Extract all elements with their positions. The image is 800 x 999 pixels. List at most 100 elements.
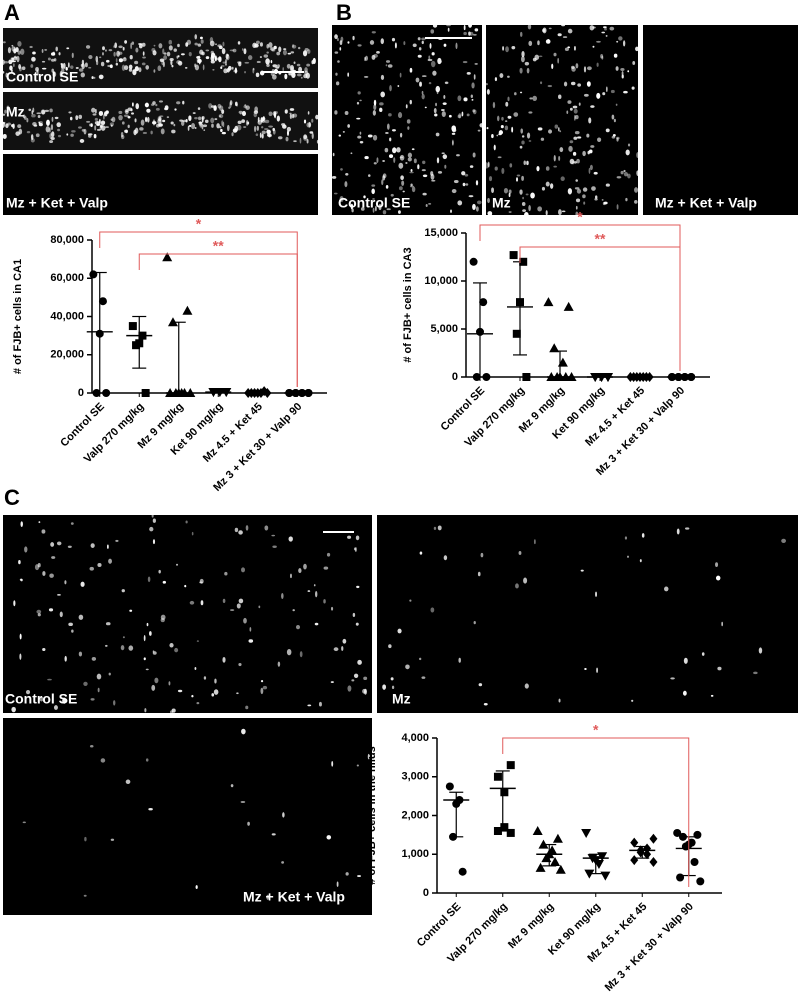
cell [284, 109, 288, 114]
cell [53, 705, 58, 710]
cell [421, 676, 426, 679]
cell [473, 74, 476, 80]
cell [152, 121, 157, 125]
cell [345, 172, 349, 176]
cell [238, 598, 244, 604]
cell [49, 108, 53, 113]
cell [288, 536, 293, 542]
cell [469, 165, 474, 168]
cell [421, 93, 425, 100]
data-point [550, 857, 561, 866]
cell [34, 564, 40, 571]
y-axis-label: # of FJB+ cells in the hilus [366, 746, 378, 884]
cell [219, 126, 222, 129]
cell [302, 50, 308, 57]
panel-label: A [4, 0, 20, 25]
data-point [600, 871, 611, 881]
cell [332, 152, 335, 157]
data-point [557, 357, 568, 367]
cell [499, 73, 504, 79]
cell [258, 605, 261, 609]
cell [331, 606, 334, 611]
data-point [479, 298, 488, 307]
cell [379, 107, 383, 113]
cell [143, 657, 146, 661]
cell [387, 64, 393, 68]
cell [347, 72, 350, 77]
cell [189, 600, 195, 605]
cell [568, 145, 573, 152]
cell [561, 24, 566, 27]
cell [169, 643, 174, 648]
cell [146, 108, 151, 113]
cell [427, 58, 433, 62]
cell [634, 200, 638, 204]
cell [142, 56, 146, 59]
cell [670, 677, 675, 680]
cell [222, 656, 226, 663]
image-caption: Mz + Ket + Valp [6, 195, 108, 211]
cell [231, 66, 234, 70]
cell [71, 629, 74, 633]
cell [218, 45, 223, 50]
cell [48, 608, 54, 612]
cell [378, 203, 382, 211]
cell [171, 64, 174, 68]
cell [176, 563, 179, 566]
cell [244, 104, 247, 107]
cell [397, 84, 400, 88]
cell [616, 137, 619, 142]
cell [360, 207, 365, 211]
cell [390, 193, 394, 197]
cell [238, 61, 242, 67]
cell [503, 187, 509, 194]
cell [399, 156, 404, 159]
cell [153, 44, 156, 47]
data-point [469, 257, 478, 266]
cell [237, 41, 241, 45]
cell [511, 45, 516, 50]
data-point [676, 873, 685, 882]
cell [553, 155, 556, 162]
cell [71, 130, 76, 133]
cell [281, 861, 285, 864]
micrograph [3, 154, 318, 215]
cell [282, 812, 285, 818]
cell [450, 209, 452, 213]
cell [307, 111, 310, 115]
cell [139, 44, 143, 49]
cell [558, 698, 561, 703]
cell [240, 801, 246, 804]
cell [194, 64, 200, 71]
cell [437, 525, 442, 531]
cell [65, 66, 68, 71]
cell [39, 696, 44, 702]
cell [199, 578, 204, 584]
cell [115, 58, 118, 63]
y-tick-label: 0 [423, 887, 429, 899]
cell [5, 72, 8, 78]
cell [571, 65, 575, 69]
cell [13, 600, 16, 607]
cell [388, 113, 392, 117]
cell [88, 134, 92, 138]
cell [344, 110, 349, 116]
cell [457, 95, 462, 102]
cell [96, 673, 102, 680]
cell [32, 51, 36, 55]
data-point [555, 864, 566, 874]
cell [142, 51, 145, 56]
cell [443, 43, 447, 47]
y-tick-label: 10,000 [424, 275, 458, 287]
cell [211, 693, 215, 697]
cell [553, 165, 557, 168]
cell [488, 176, 493, 182]
cell [158, 43, 163, 49]
cell [17, 124, 22, 129]
cell [220, 65, 225, 67]
cell [44, 49, 48, 51]
cell [2, 113, 6, 116]
cell [528, 111, 533, 114]
cell [356, 101, 360, 105]
cell [152, 539, 156, 545]
